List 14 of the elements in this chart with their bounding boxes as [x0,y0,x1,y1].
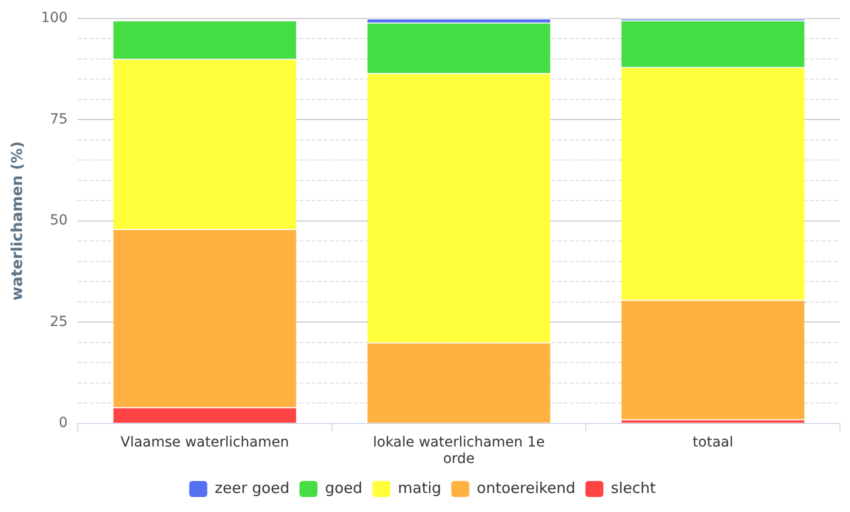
x-tick-label: lokale waterlichamen 1e orde [372,434,545,468]
y-tick-label: 100 [40,10,68,26]
legend-label: goed [324,478,362,497]
legend-label: zeer goed [214,478,290,497]
y-tick-label: 50 [50,212,68,229]
y-tick-label: 0 [58,415,68,432]
x-tick-label: Vlaamse waterlichamen [120,434,290,450]
legend-label: ontoereikend [476,478,576,497]
y-tick-label: 25 [50,314,68,330]
legend-label: matig [398,478,442,497]
y-axis-title: waterlichamen (%) [8,141,26,300]
y-tick-label: 75 [50,111,68,128]
x-tick-label: totaal [692,434,734,450]
legend-label: slecht [610,478,656,497]
